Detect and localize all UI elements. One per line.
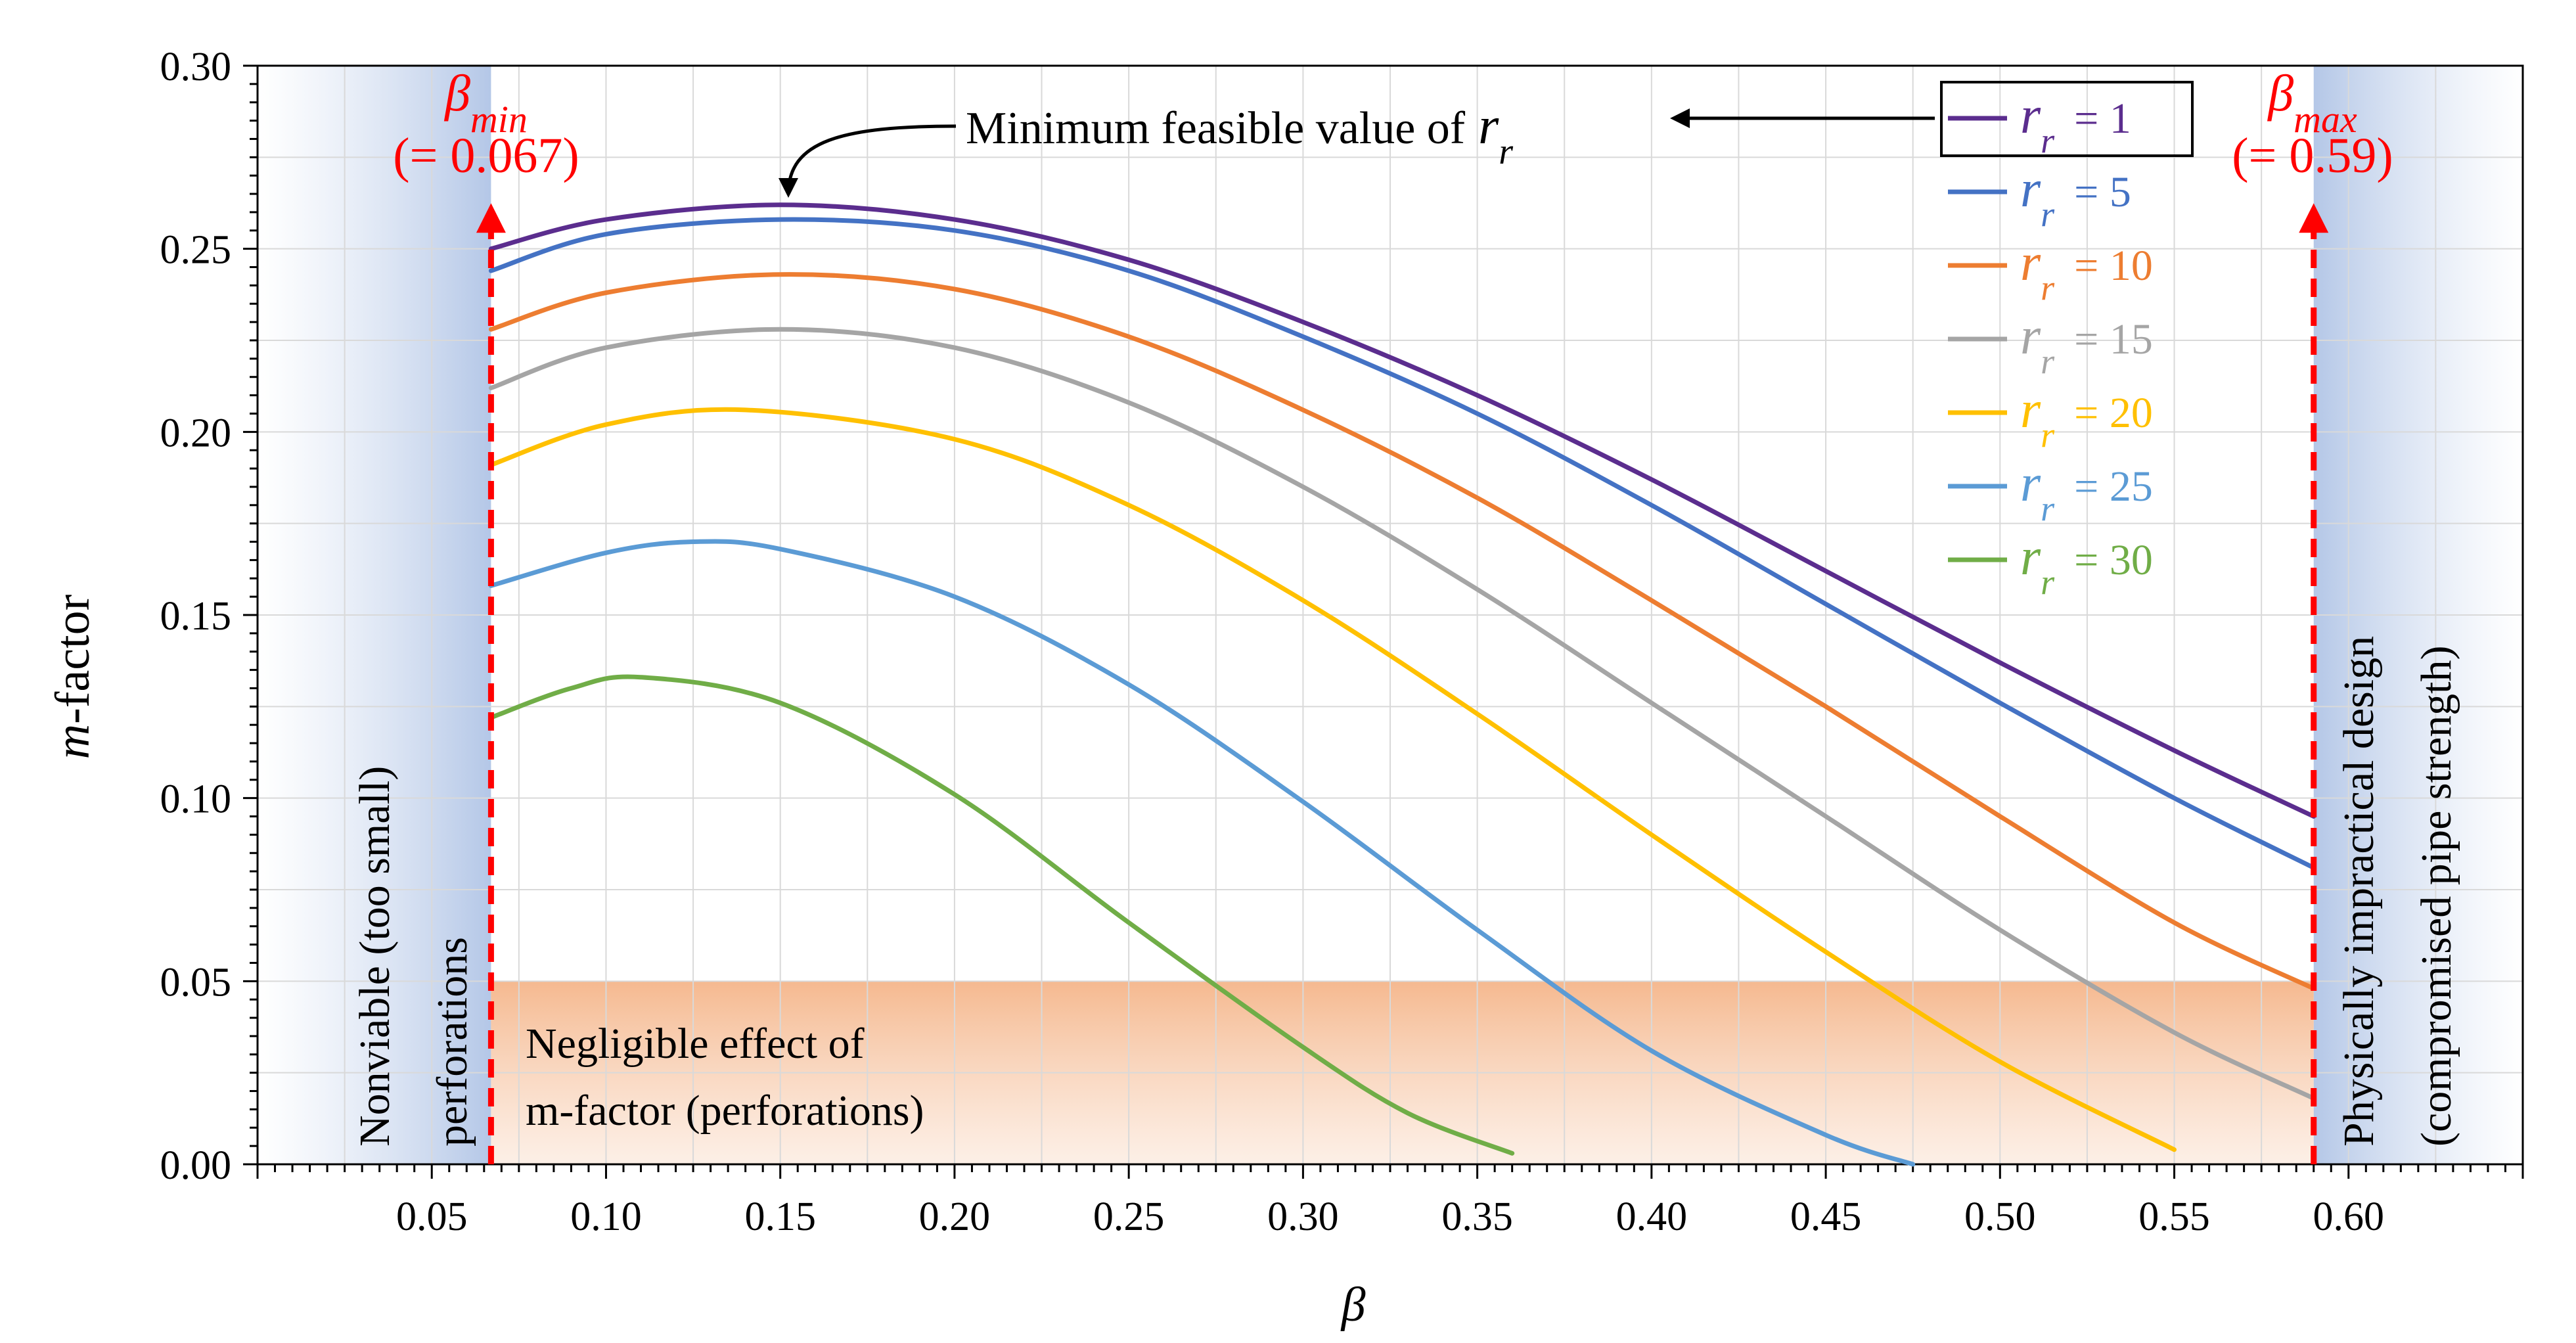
min-feasible-label: Minimum feasible value of rr (966, 97, 1513, 172)
legend-sub: r (2041, 194, 2055, 234)
legend-value: = 5 (2074, 168, 2131, 216)
negligible-text-line1: Negligible effect of (526, 1020, 865, 1068)
beta-max-label: βmax (2267, 64, 2357, 141)
x-tick-label: 0.40 (1616, 1195, 1688, 1239)
legend-var: r (2020, 87, 2041, 145)
series-line-rr-10 (488, 272, 2316, 991)
series-line-rr-5 (488, 217, 2316, 871)
series-line-rr-15 (488, 327, 2316, 1101)
x-tick-label: 0.20 (919, 1195, 991, 1239)
y-tick-label: 0.00 (160, 1143, 232, 1188)
legend-var: r (2020, 160, 2041, 218)
series-line-rr-25 (488, 539, 1916, 1167)
legend-entry-rr-5: rr = 5 (2020, 160, 2131, 234)
grid (258, 66, 2523, 1164)
legend-var: r (2020, 455, 2041, 512)
beta-max-sub: max (2294, 98, 2357, 141)
beta-max-symbol: β (2267, 64, 2294, 122)
nonviable-text-line2: perforations (428, 937, 476, 1147)
legend-value: = 20 (2074, 389, 2153, 437)
legend-value: = 25 (2074, 463, 2153, 511)
x-tick-label: 0.35 (1441, 1195, 1513, 1239)
y-tick-label: 0.15 (160, 594, 232, 639)
series-line-rr-30 (488, 674, 1515, 1156)
legend-value: = 30 (2074, 536, 2153, 584)
min-feasible-text: Minimum feasible value of (966, 103, 1466, 154)
legend-entry-rr-10: rr = 10 (2020, 234, 2153, 307)
impractical-text-line1: Physically impractical design (2335, 636, 2383, 1147)
legend-sub: r (2041, 268, 2055, 307)
y-tick-label: 0.05 (160, 960, 232, 1005)
legend-sub: r (2041, 342, 2055, 381)
legend-var: r (2020, 381, 2041, 439)
series-line-rr-20 (488, 407, 2177, 1152)
legend-entry-rr-15: rr = 15 (2020, 307, 2153, 381)
legend-var: r (2020, 528, 2041, 586)
x-tick-label: 0.25 (1093, 1195, 1165, 1239)
nonviable-text-line1: Nonviable (too small) (351, 766, 399, 1147)
x-tick-label: 0.15 (744, 1195, 816, 1239)
legend-sub: r (2041, 415, 2055, 455)
legend-entry-rr-25: rr = 25 (2020, 455, 2153, 528)
legend-sub: r (2041, 489, 2055, 528)
y-axis-label: m-factor (46, 595, 100, 760)
x-tick-label: 0.60 (2313, 1195, 2385, 1239)
x-tick-label: 0.10 (570, 1195, 642, 1239)
x-tick-label: 0.05 (396, 1195, 468, 1239)
y-tick-label: 0.25 (160, 228, 232, 273)
beta-min-sub: min (470, 98, 528, 141)
x-tick-label: 0.55 (2138, 1195, 2210, 1239)
axes (243, 64, 2524, 1179)
beta-min-value: (= 0.067) (393, 128, 579, 183)
legend-var: r (2020, 234, 2041, 292)
y-tick-label: 0.20 (160, 411, 232, 455)
x-tick-label: 0.45 (1790, 1195, 1862, 1239)
beta-min-label: βmin (443, 64, 528, 141)
x-tick-label: 0.50 (1964, 1195, 2036, 1239)
min-feasible-sub: r (1499, 131, 1513, 172)
legend-sub: r (2041, 121, 2055, 160)
legend-sub: r (2041, 562, 2055, 602)
limit-lines (476, 203, 2329, 1164)
y-axis-label-var: m (46, 724, 100, 759)
x-tick-label: 0.30 (1267, 1195, 1339, 1239)
legend-value: = 15 (2074, 315, 2153, 363)
series-line-rr-1 (488, 202, 2316, 819)
x-axis-label: β (1340, 1278, 1366, 1332)
legend-var: r (2020, 307, 2041, 365)
beta-max-value: (= 0.59) (2232, 128, 2393, 183)
legend-value: = 1 (2074, 95, 2131, 143)
y-tick-label: 0.10 (160, 777, 232, 822)
negligible-text-line2: m-factor (perforations) (526, 1087, 924, 1135)
min-feasible-var: r (1478, 97, 1499, 155)
legend-entry-rr-30: rr = 30 (2020, 528, 2153, 602)
legend-highlight-box (1940, 81, 2194, 157)
y-tick-labels: 0.00 0.05 0.10 0.15 0.20 0.25 0.30 (160, 45, 232, 1188)
min-feasible-curved-arrow (779, 124, 957, 198)
y-tick-label: 0.30 (160, 45, 232, 89)
impractical-text-line2: (compromised pipe strength) (2412, 646, 2460, 1147)
beta-min-symbol: β (443, 64, 470, 122)
series-lines (488, 202, 2316, 1167)
legend-entry-rr-1: rr = 1 (2020, 87, 2131, 160)
legend-value: = 10 (2074, 242, 2153, 290)
y-axis-label-rest: -factor (46, 595, 100, 724)
legend-entry-rr-20: rr = 20 (2020, 381, 2153, 455)
x-tick-labels: 0.05 0.10 0.15 0.20 0.25 0.30 0.35 0.40 0.45 0.50… (396, 1195, 2384, 1239)
